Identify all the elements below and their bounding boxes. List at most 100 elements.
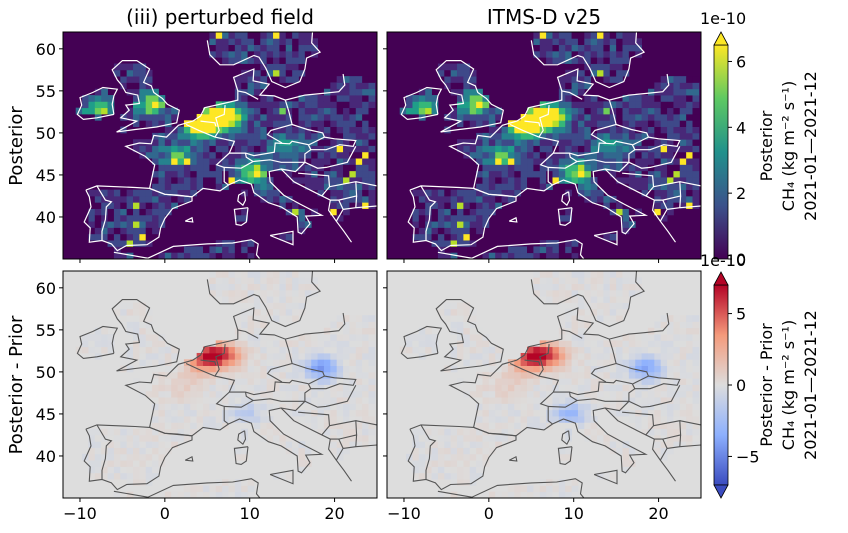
grid-cell [183, 397, 191, 404]
grid-cell [654, 447, 662, 455]
grid-cell [292, 365, 299, 373]
grid-cell [584, 271, 592, 278]
grid-cell [552, 390, 560, 398]
grid-cell [539, 145, 547, 153]
grid-cell [120, 302, 128, 310]
grid-cell [120, 434, 128, 442]
grid-cell [552, 397, 560, 404]
grid-cell [292, 145, 299, 153]
grid-cell [597, 346, 604, 354]
grid-cell [234, 346, 242, 354]
grid-cell [667, 139, 674, 146]
grid-cell [285, 44, 293, 52]
grid-cell [234, 38, 242, 46]
grid-cell [120, 466, 128, 474]
grid-cell [253, 422, 261, 430]
grid-cell [476, 441, 483, 448]
grid-cell [686, 120, 693, 127]
grid-cell [355, 371, 363, 379]
grid-cell [234, 57, 242, 64]
grid-cell [336, 170, 344, 178]
grid-cell [209, 32, 217, 39]
grid-cell [488, 132, 496, 140]
grid-cell [145, 466, 153, 474]
grid-cell [425, 428, 432, 436]
grid-cell [139, 428, 147, 436]
grid-cell [520, 120, 528, 127]
grid-cell [152, 113, 159, 121]
grid-cell [196, 164, 204, 172]
grid-cell [158, 403, 166, 411]
grid-cell [412, 202, 420, 209]
grid-cell [133, 441, 140, 448]
grid-cell [234, 359, 242, 366]
grid-cell [495, 107, 502, 115]
grid-cell [469, 315, 477, 322]
grid-cell [616, 120, 623, 127]
grid-cell [317, 132, 325, 140]
grid-cell [355, 145, 363, 153]
grid-cell [457, 378, 464, 385]
grid-cell [323, 428, 331, 436]
grid-cell [298, 403, 306, 411]
grid-cell [590, 390, 598, 398]
grid-cell [565, 107, 572, 115]
grid-cell [349, 441, 357, 448]
grid-cell [437, 240, 445, 247]
grid-cell [450, 428, 458, 436]
grid-cell [558, 208, 566, 216]
grid-cell [565, 132, 572, 140]
grid-cell [209, 126, 217, 134]
grid-cell [120, 365, 128, 373]
grid-cell [437, 447, 445, 455]
grid-cell [311, 384, 318, 392]
grid-cell [241, 132, 248, 140]
grid-cell [616, 384, 623, 392]
grid-cell [247, 403, 255, 411]
grid-cell [234, 384, 242, 392]
grid-cell [343, 371, 350, 379]
grid-cell [597, 132, 604, 140]
grid-cell [298, 277, 306, 285]
grid-cell [679, 95, 687, 102]
grid-cell [234, 151, 242, 159]
grid-cell [196, 384, 204, 392]
grid-cell [622, 416, 630, 423]
grid-cell [533, 145, 541, 153]
grid-cell [686, 76, 693, 83]
grid-cell [88, 472, 96, 480]
coastline [530, 271, 646, 328]
grid-cell [336, 327, 344, 335]
grid-cell [533, 32, 541, 39]
grid-cell [469, 69, 477, 77]
grid-cell [628, 139, 636, 146]
grid-cell [330, 422, 338, 430]
grid-cell [241, 447, 248, 455]
grid-cell [133, 479, 140, 486]
grid-cell [590, 378, 598, 385]
grid-cell [539, 164, 547, 172]
grid-cell [520, 246, 528, 254]
grid-cell [349, 76, 357, 83]
grid-cell [171, 416, 178, 423]
grid-cell [241, 365, 248, 373]
grid-cell [469, 327, 477, 335]
grid-cell [298, 44, 306, 52]
grid-cell [113, 460, 121, 467]
grid-cell [590, 352, 598, 360]
grid-cell [158, 434, 166, 442]
grid-cell [527, 352, 534, 360]
grid-cell [336, 183, 344, 191]
grid-cell [546, 397, 553, 404]
grid-cell [558, 296, 566, 303]
grid-cell [418, 189, 426, 197]
grid-cell [533, 113, 541, 121]
grid-cell [241, 95, 248, 102]
coastline [206, 271, 322, 328]
grid-cell [660, 384, 668, 392]
grid-cell [94, 346, 102, 354]
grid-cell [654, 321, 662, 329]
grid-cell [431, 189, 439, 197]
grid-cell [139, 195, 147, 203]
grid-cell [349, 151, 357, 159]
